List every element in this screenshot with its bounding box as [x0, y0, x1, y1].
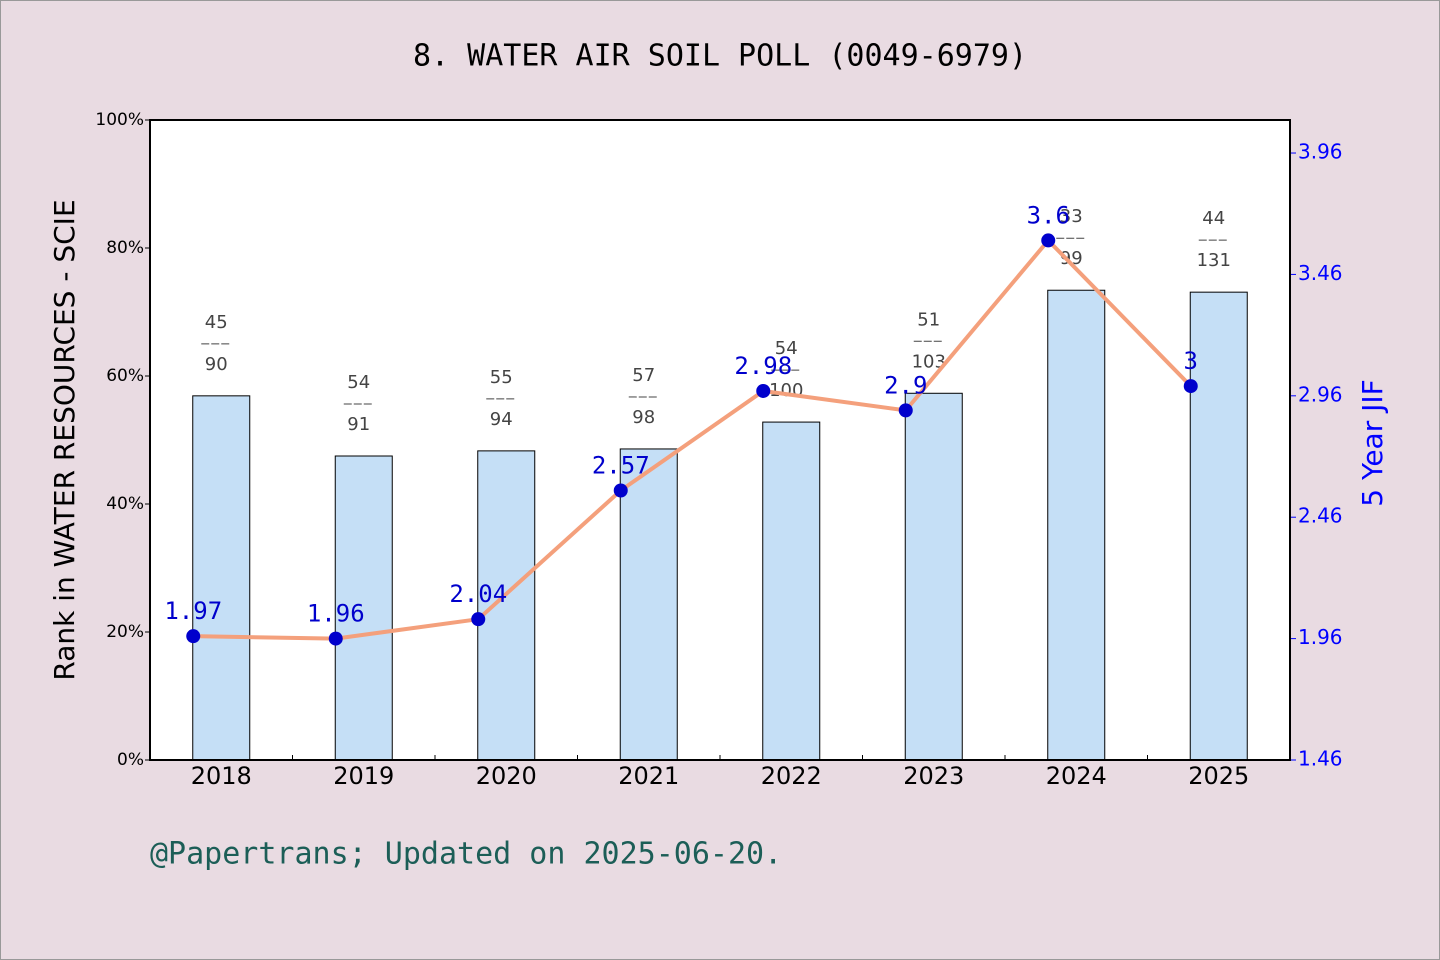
- jif-label: 3.6: [1027, 201, 1070, 229]
- plot-border: [149, 119, 1291, 761]
- total-label: 91: [347, 414, 370, 435]
- jif-label: 2.57: [592, 452, 650, 480]
- bar: [1189, 291, 1248, 761]
- rank-label: 33: [1060, 206, 1083, 227]
- footer: @Papertrans; Updated on 2025-06-20.: [150, 837, 782, 872]
- y-tick-label: 40%: [106, 494, 144, 514]
- x-tick-label: 2024: [1046, 762, 1107, 790]
- total-label: 103: [912, 351, 946, 372]
- total-label: 131: [1197, 250, 1231, 271]
- y-tick-label: 60%: [106, 366, 144, 386]
- bar: [192, 395, 251, 761]
- y-tick-label: 20%: [106, 622, 144, 642]
- jif-label: 3: [1184, 347, 1198, 375]
- y2-tick-label: 3.46: [1298, 261, 1343, 285]
- jif-point: [471, 612, 486, 627]
- y-tick-label: 80%: [106, 238, 144, 258]
- jif-label: 2.98: [734, 352, 792, 380]
- bar: [762, 421, 821, 761]
- plot-area: [150, 120, 1290, 760]
- total-label: 90: [205, 354, 228, 375]
- rank-label: 55: [490, 367, 513, 388]
- jif-point: [1183, 379, 1198, 394]
- rank-label: 45: [205, 312, 228, 333]
- rank-label: 51: [917, 309, 940, 330]
- x-tick-label: 2023: [903, 762, 964, 790]
- x-tick-label: 2019: [333, 762, 394, 790]
- x-tick-label: 2025: [1188, 762, 1249, 790]
- rank-label: 54: [775, 338, 798, 359]
- jif-label: 2.04: [449, 580, 507, 608]
- x-tick-label: 2021: [618, 762, 679, 790]
- jif-label: 1.96: [307, 600, 365, 628]
- jif-point: [613, 483, 628, 498]
- total-label: 94: [490, 409, 513, 430]
- y2-tick-label: 1.96: [1298, 625, 1343, 649]
- rank-label: 54: [347, 372, 370, 393]
- bar: [904, 392, 963, 761]
- y2-tick-label: 1.46: [1298, 747, 1343, 771]
- jif-point: [186, 629, 201, 644]
- jif-line: [193, 238, 1193, 641]
- bar: [334, 455, 393, 761]
- x-tick-label: 2022: [761, 762, 822, 790]
- jif-point: [756, 383, 771, 398]
- y2-tick-label: 2.46: [1298, 504, 1343, 528]
- x-tick-label: 2020: [476, 762, 537, 790]
- y-tick-label: 0%: [117, 750, 144, 770]
- rank-label: 44: [1202, 208, 1225, 229]
- y2-axis-label: 5 Year JIF: [1356, 379, 1389, 507]
- y2-tick-label: 2.96: [1298, 382, 1343, 406]
- total-label: 98: [632, 407, 655, 428]
- bar: [619, 448, 678, 761]
- jif-point: [898, 403, 913, 418]
- jif-point: [328, 631, 343, 646]
- x-tick-label: 2018: [191, 762, 252, 790]
- y-axis-label: Rank in WATER RESOURCES - SCIE: [48, 199, 81, 680]
- jif-point: [1041, 233, 1056, 248]
- chart-title: 8. WATER AIR SOIL POLL (0049-6979): [413, 39, 1027, 74]
- bar: [477, 450, 536, 761]
- rank-label: 57: [632, 365, 655, 386]
- total-label: 99: [1060, 248, 1083, 269]
- jif-label: 2.9: [884, 371, 927, 399]
- y2-tick-label: 3.96: [1298, 140, 1343, 164]
- bar: [1047, 289, 1106, 761]
- jif-label: 1.97: [164, 597, 222, 625]
- y-tick-label: 100%: [95, 110, 144, 130]
